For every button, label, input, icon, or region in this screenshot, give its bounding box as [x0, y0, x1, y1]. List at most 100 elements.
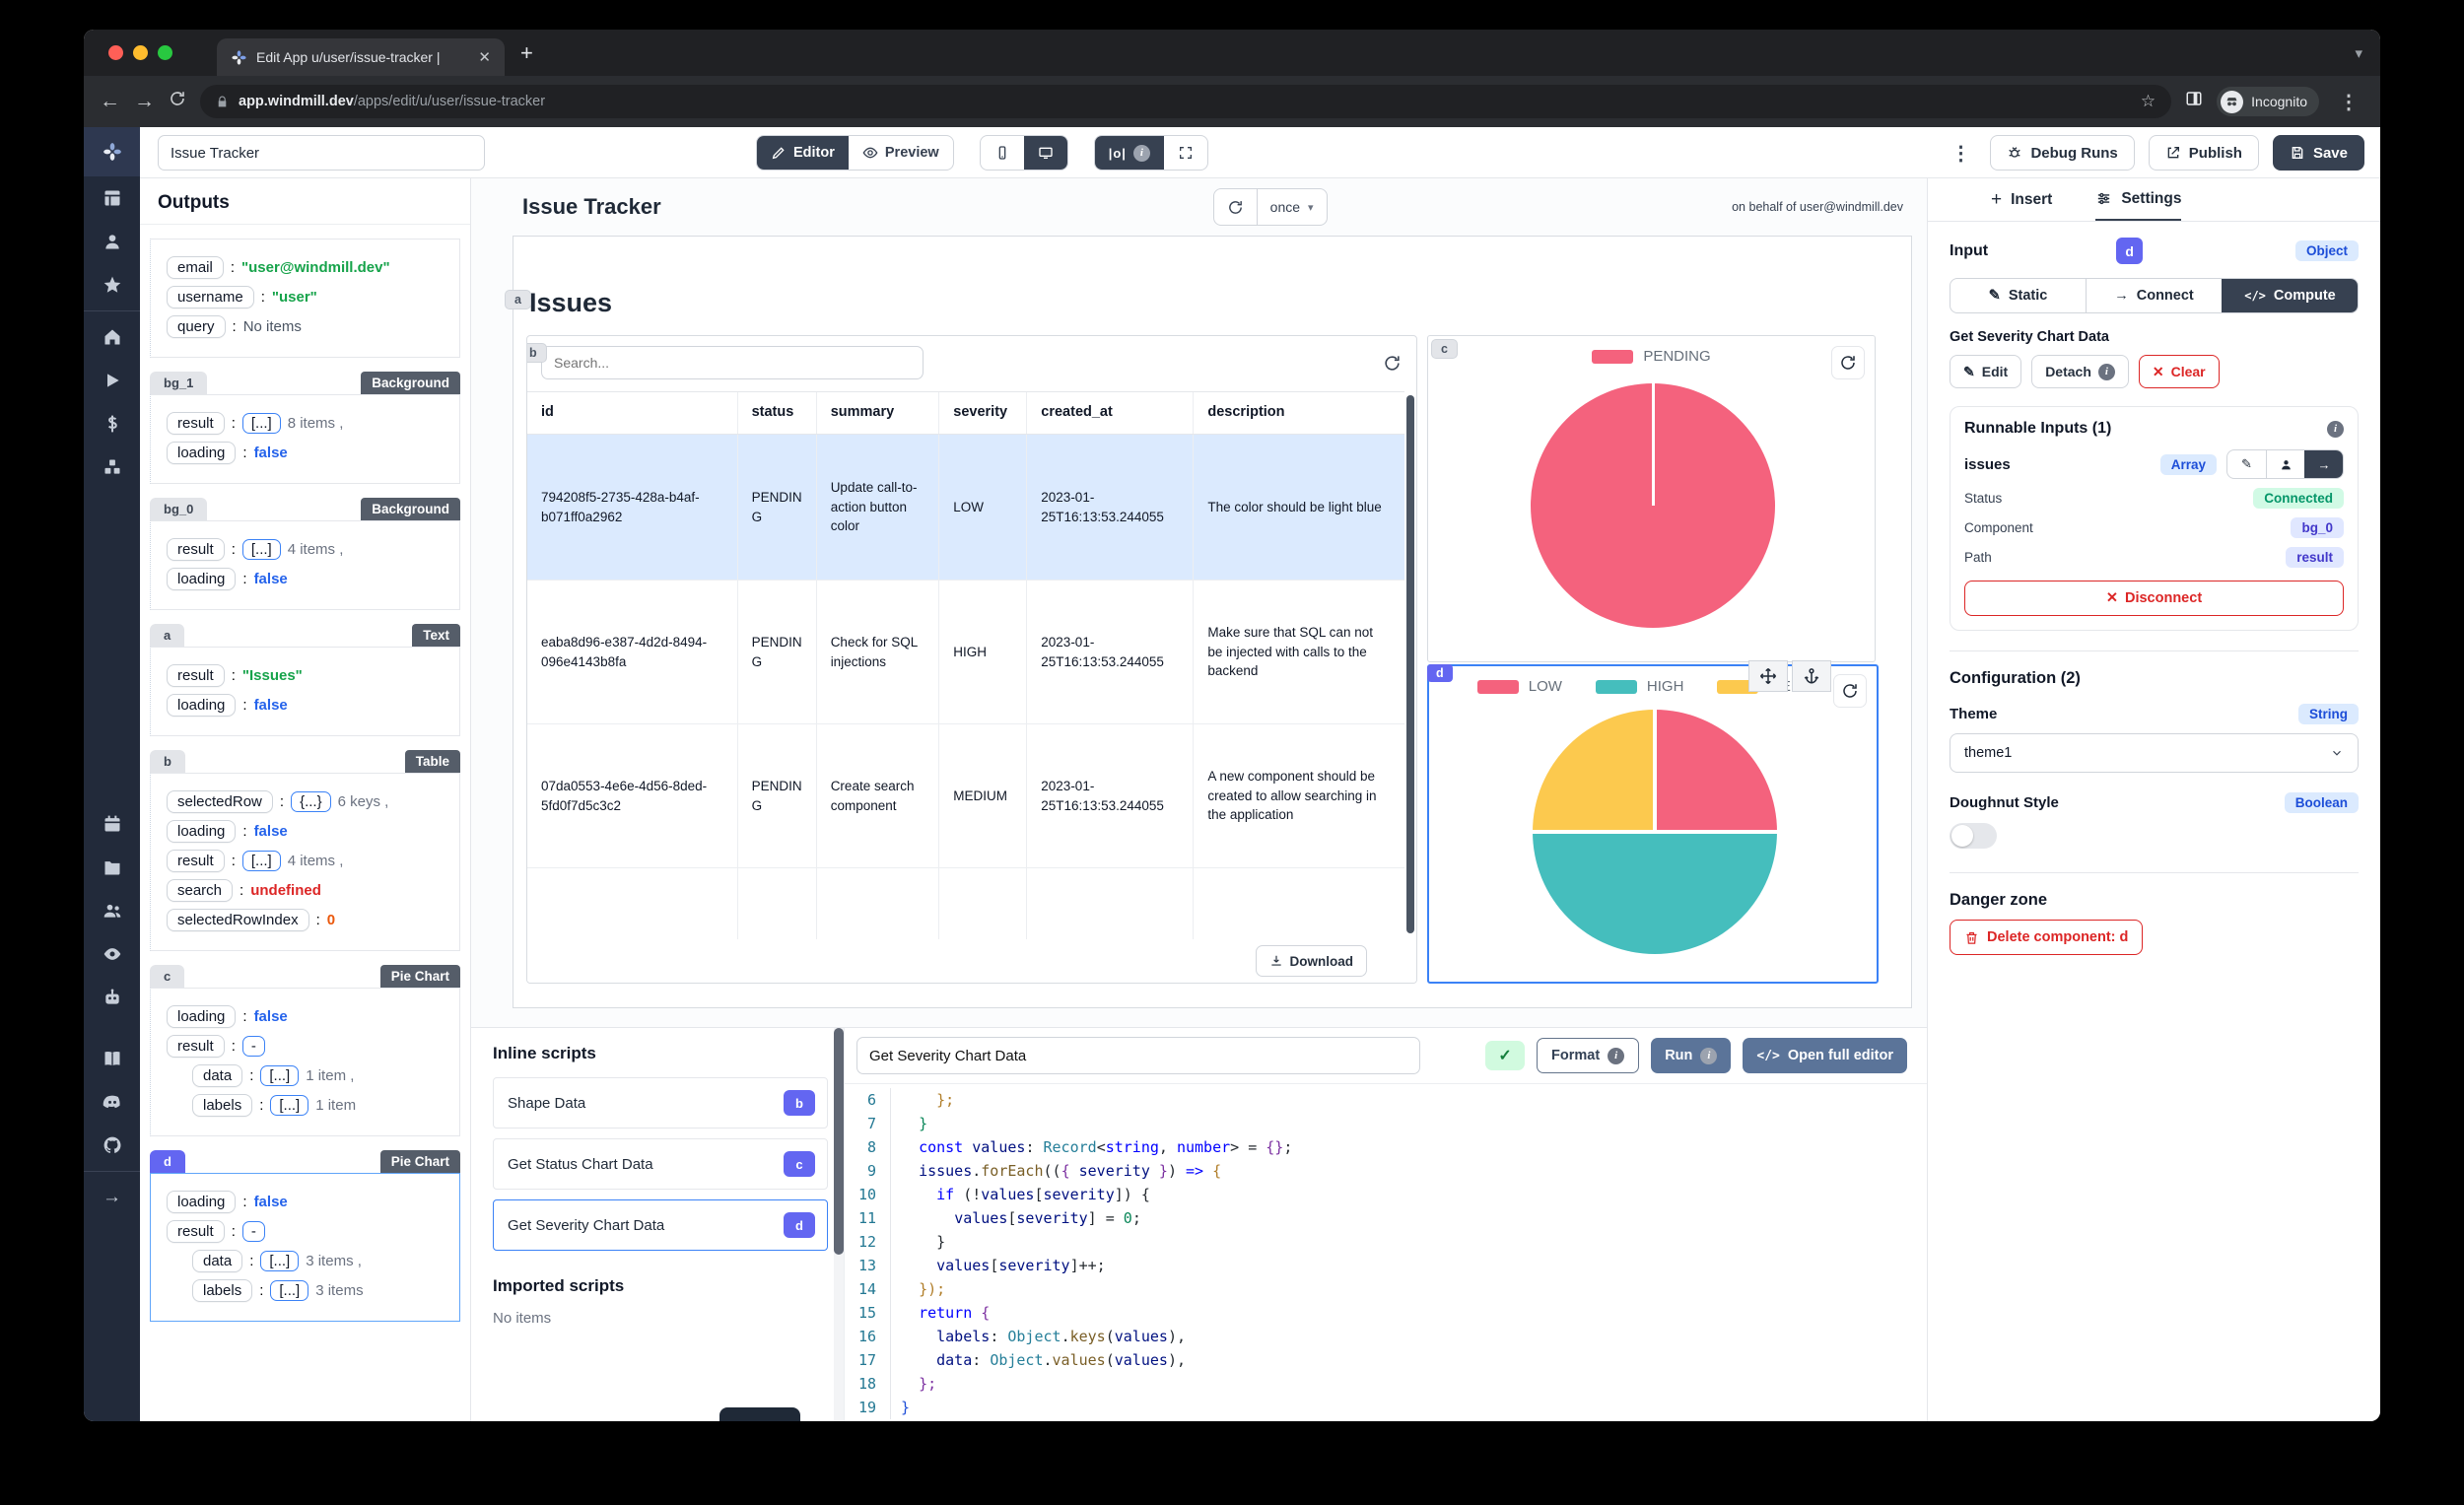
disconnect-button[interactable]: ✕ Disconnect [1964, 581, 2344, 616]
output-key-pill[interactable]: labels [192, 1279, 253, 1302]
output-bracket-pill[interactable]: [...] [270, 1280, 309, 1301]
output-bracket-pill[interactable]: - [241, 1221, 265, 1242]
table-column-header[interactable]: summary [817, 392, 940, 434]
legend-item[interactable]: LOW [1476, 678, 1562, 695]
component-id-chip[interactable]: a [150, 624, 185, 647]
clear-button[interactable]: ✕ Clear [2138, 355, 2220, 388]
output-key-pill[interactable]: loading [167, 568, 237, 590]
back-icon[interactable]: ← [100, 90, 120, 112]
component-chip-c[interactable]: c [1432, 340, 1457, 358]
table-row[interactable]: 794208f5-2735-428a-b4af-b071ff0a2962 PEND… [527, 435, 1404, 581]
sidebar-item-star[interactable] [101, 273, 124, 297]
maximize-window-button[interactable] [158, 45, 172, 60]
script-name-input[interactable] [856, 1037, 1420, 1074]
output-key-pill[interactable]: loading [167, 1191, 237, 1213]
chart-c-refresh-icon[interactable] [1831, 346, 1865, 379]
refresh-mode-dropdown[interactable]: once ▾ [1256, 189, 1327, 225]
output-key-pill[interactable]: result [167, 1220, 225, 1243]
user-mode-button[interactable] [2266, 450, 2304, 478]
url-bar[interactable]: app.windmill.dev/apps/edit/u/user/issue-… [200, 85, 2172, 118]
table-row[interactable]: 07da0553-4e6e-4d56-8ded-5fd0f7d5c3c2 PEND… [527, 724, 1404, 868]
sidebar-item-calendar[interactable] [101, 812, 124, 836]
connect-mode-small-button[interactable]: → [2304, 450, 2343, 478]
sidebar-item-book[interactable] [101, 1047, 124, 1070]
move-icon[interactable] [1748, 660, 1788, 692]
table-column-header[interactable]: status [738, 392, 817, 434]
output-bracket-pill[interactable]: [...] [241, 851, 281, 871]
app-name-input[interactable] [158, 135, 485, 171]
inline-script-item[interactable]: Get Severity Chart Data d [493, 1199, 828, 1251]
desktop-view-button[interactable] [1023, 136, 1067, 170]
detach-button[interactable]: Detach i [2031, 355, 2129, 388]
table-refresh-icon[interactable] [1377, 348, 1406, 377]
side-panel-icon[interactable] [2185, 90, 2203, 113]
output-key-pill[interactable]: data [192, 1250, 243, 1272]
output-bracket-pill[interactable]: [...] [260, 1065, 300, 1086]
table-row[interactable]: eaba8d96-e387-4d2d-8494-096e4143b8fa PEND… [527, 581, 1404, 724]
sidebar-item-dollar[interactable] [101, 412, 124, 436]
output-bracket-pill[interactable]: [...] [270, 1095, 309, 1116]
publish-button[interactable]: Publish [2148, 135, 2259, 171]
output-bracket-pill[interactable]: [...] [241, 539, 281, 560]
output-key-pill[interactable]: selectedRow [167, 790, 273, 813]
table-search-input[interactable] [541, 346, 924, 379]
component-id-chip[interactable]: bg_0 [150, 498, 208, 520]
tab-list-chevron-icon[interactable]: ▾ [2355, 44, 2362, 62]
chart-d-refresh-icon[interactable] [1833, 674, 1867, 708]
inline-script-item[interactable]: Shape Data b [493, 1077, 828, 1129]
output-key-pill[interactable]: loading [167, 1005, 237, 1028]
bookmark-star-icon[interactable]: ☆ [2140, 92, 2156, 110]
pie-chart-d[interactable]: d LOWHIGHMEDIUM [1427, 660, 1879, 984]
refresh-button[interactable] [1214, 189, 1257, 225]
debug-runs-button[interactable]: Debug Runs [1990, 135, 2135, 171]
output-key-pill[interactable]: loading [167, 820, 237, 843]
sidebar-item-user[interactable] [101, 230, 124, 253]
sidebar-item-eye[interactable] [101, 942, 124, 966]
format-button[interactable]: Format i [1537, 1038, 1640, 1073]
sidebar-item-robot[interactable] [101, 986, 124, 1009]
pencil-mode-button[interactable]: ✎ [2241, 456, 2252, 471]
output-key-pill[interactable]: result [167, 664, 225, 687]
output-bracket-pill[interactable]: [...] [260, 1251, 300, 1271]
fullscreen-button[interactable] [1164, 136, 1207, 170]
minimize-window-button[interactable] [133, 45, 148, 60]
close-tab-icon[interactable]: ✕ [478, 49, 491, 66]
sidebar-item-users[interactable] [101, 899, 124, 923]
mobile-view-button[interactable] [981, 136, 1024, 170]
output-key-pill[interactable]: result [167, 538, 225, 561]
output-key-pill[interactable]: labels [192, 1094, 253, 1117]
new-tab-button[interactable]: + [520, 39, 533, 65]
component-chip-b[interactable]: b [527, 344, 546, 362]
browser-menu-icon[interactable]: ⋮ [2339, 91, 2359, 113]
doughnut-toggle[interactable] [1950, 823, 1997, 849]
legend-item[interactable]: PENDING [1592, 348, 1711, 365]
pie-chart-c[interactable]: c PENDING [1427, 335, 1876, 662]
table-column-header[interactable]: severity [939, 392, 1028, 434]
sidebar-item-home[interactable] [101, 325, 124, 349]
sidebar-item-discord[interactable] [101, 1090, 124, 1114]
sidebar-item-cubes[interactable] [101, 455, 124, 479]
edit-button[interactable]: ✎ Edit [1950, 355, 2022, 388]
output-key-pill[interactable]: loading [167, 694, 237, 717]
run-button[interactable]: Run i [1651, 1038, 1732, 1073]
component-id-chip[interactable]: bg_1 [150, 372, 208, 394]
browser-tab[interactable]: Edit App u/user/issue-tracker | ✕ [217, 38, 505, 76]
output-key-pill[interactable]: result [167, 850, 225, 872]
output-bracket-pill[interactable]: {...} [291, 791, 331, 812]
sidebar-item-collapse[interactable]: → [103, 1187, 121, 1207]
theme-select[interactable]: theme1 [1950, 733, 2359, 773]
component-chip-d[interactable]: d [1427, 664, 1453, 682]
output-key-pill[interactable]: loading [167, 442, 237, 464]
output-key-pill[interactable]: email [167, 256, 224, 279]
component-id-chip[interactable]: c [150, 965, 185, 988]
table-row-partial[interactable]: A Cross Origin [527, 868, 1404, 939]
sidebar-item-folder[interactable] [101, 855, 124, 879]
editor-tab[interactable]: Editor [757, 136, 849, 170]
sidebar-item-play[interactable] [101, 369, 124, 392]
output-key-pill[interactable]: result [167, 412, 225, 435]
scripts-scrollbar[interactable] [834, 1028, 844, 1421]
app-menu-icon[interactable]: ⋮ [1951, 142, 1971, 165]
output-key-pill[interactable]: data [192, 1064, 243, 1087]
close-window-button[interactable] [108, 45, 123, 60]
